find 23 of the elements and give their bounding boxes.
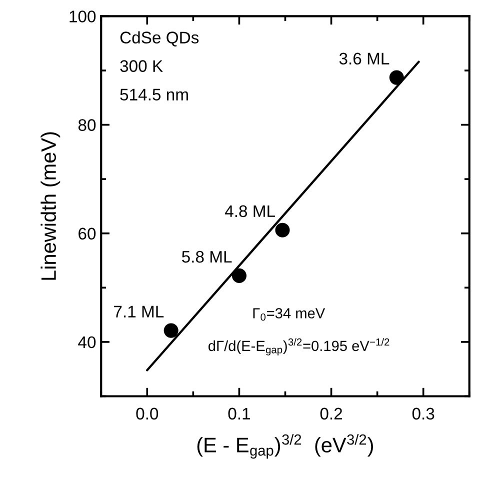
annotation: 300 K <box>120 60 163 72</box>
x-tick-label: 0.1 <box>228 408 250 420</box>
point <box>164 323 178 338</box>
annotation: 514.5 nm <box>120 88 188 100</box>
y-axis-title: Linewidth (meV) <box>40 132 60 280</box>
x-tick-label: 0.0 <box>136 408 158 420</box>
x-axis-title: (E - E$_{gap}$)$^{3/2}$ (eV$^{3/2}$) <box>197 434 374 459</box>
annotation: 7.1 ML <box>114 306 164 318</box>
x-tick-label: 0.2 <box>320 408 342 420</box>
y-tick-label: 80 <box>78 119 96 131</box>
annotation: 3.6 ML <box>339 52 390 65</box>
y-tick-label: 60 <box>78 228 96 240</box>
y-tick-label: 100 <box>70 10 96 22</box>
y-tick-label: 40 <box>78 336 96 348</box>
annotation: CdSe QDs <box>120 31 199 46</box>
annotation: dΓ/d(E-E$_{gap}$)$^{3/2}$=0.195 eV$^{−1/2}$ <box>208 338 390 356</box>
point <box>275 222 290 238</box>
point <box>389 70 404 85</box>
annotation: 5.8 ML <box>182 250 232 263</box>
annotation: Γ$_{0}$=34 meV <box>253 308 326 321</box>
x-tick-label: 0.3 <box>412 408 434 420</box>
point <box>232 268 246 283</box>
annotation: 4.8 ML <box>224 205 275 218</box>
